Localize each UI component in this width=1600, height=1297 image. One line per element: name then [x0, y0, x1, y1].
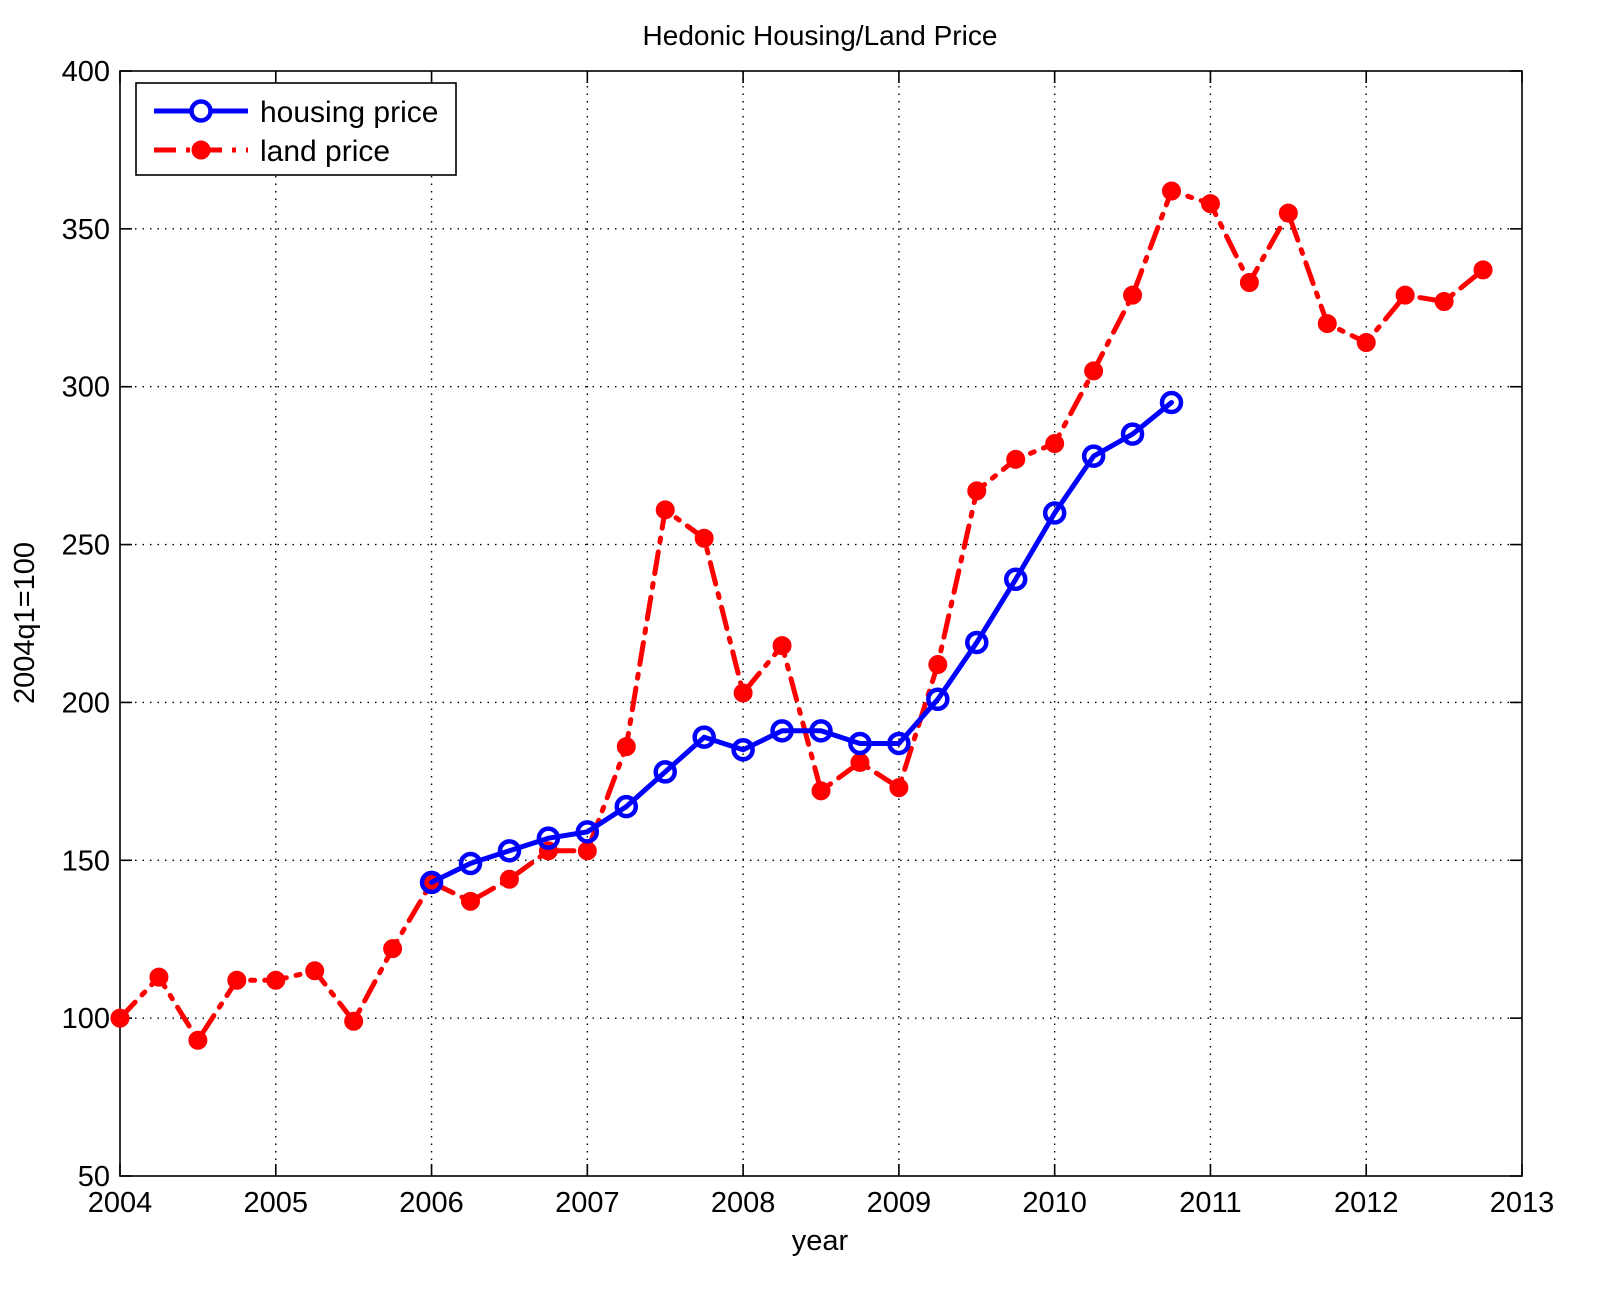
land-price-point [1473, 260, 1493, 280]
housing-price-point [575, 820, 600, 844]
y-tick-label: 400 [62, 56, 110, 88]
legend-label-land-price: land price [260, 135, 390, 168]
land-price-point [266, 970, 286, 990]
housing-price-point [1081, 444, 1106, 468]
land-price-point [110, 1008, 130, 1028]
x-tick-label: 2009 [867, 1187, 932, 1219]
housing-price-point [1042, 501, 1067, 525]
land-price-point [1434, 291, 1454, 311]
housing-price-point [1003, 567, 1028, 592]
land-price-point [928, 655, 948, 675]
housing-price-point [809, 719, 833, 743]
legend-marker-land-price [191, 140, 211, 160]
x-tick-label: 2006 [399, 1187, 464, 1219]
land-price-point [655, 500, 675, 520]
housing-price-point [458, 851, 483, 876]
housing-price-point [965, 630, 989, 655]
land-price-point [1200, 194, 1220, 214]
land-price-point [1395, 285, 1415, 305]
legend-marker-housing-price [189, 99, 213, 123]
land-price-line [117, 188, 1486, 1043]
x-tick-label: 2007 [555, 1187, 620, 1219]
x-tick-label: 2011 [1179, 1187, 1241, 1219]
housing-price-point [692, 725, 716, 749]
x-tick-label: 2004 [88, 1187, 153, 1219]
land-price-point [967, 481, 987, 501]
land-price-point [227, 970, 247, 990]
legend-box [135, 82, 457, 176]
land-price-point [577, 841, 597, 861]
y-tick-label: 250 [62, 530, 110, 562]
y-tick-label: 200 [62, 687, 110, 719]
land-price-point [188, 1030, 208, 1050]
housing-price-point [536, 826, 561, 850]
housing-price-point [926, 687, 950, 712]
land-price-point [383, 939, 403, 959]
land-price-point [850, 752, 870, 772]
x-tick-label: 2013 [1490, 1187, 1555, 1219]
land-price-point [1239, 273, 1259, 293]
housing-price-point [1159, 390, 1184, 415]
land-price-point [694, 528, 714, 548]
land-price-point [1317, 314, 1337, 334]
y-tick-label: 100 [62, 1003, 110, 1035]
land-price-point [1006, 449, 1026, 469]
housing-price-point [419, 870, 444, 895]
land-price-point [733, 683, 753, 703]
housing-price-point [848, 731, 872, 756]
legend: housing price land price [135, 82, 457, 176]
housing-price-point [1120, 422, 1145, 446]
housing-price-point [614, 794, 639, 819]
axes: 2004 2005 2006 2007 2008 2009 2010 2011 2012 2013… [62, 56, 1555, 1219]
y-axis-label: 2004q1=100 [9, 542, 41, 704]
chart-title: Hedonic Housing/Land Price [643, 20, 998, 51]
housing-price-point [770, 719, 794, 743]
housing-price-point [731, 738, 755, 762]
land-price-point [499, 869, 519, 889]
x-tick-label: 2012 [1334, 1187, 1399, 1219]
land-price-point [1162, 181, 1181, 201]
legend-label-housing-price: housing price [260, 96, 438, 129]
land-price-point [344, 1011, 364, 1031]
x-tick-label: 2008 [711, 1187, 776, 1219]
y-tick-label: 350 [62, 214, 110, 246]
land-price-point [1123, 285, 1143, 305]
series-group [110, 181, 1493, 1050]
y-tick-label: 150 [62, 845, 110, 877]
x-axis-label: year [792, 1225, 849, 1257]
land-price-point [149, 967, 169, 987]
land-price-point [1084, 361, 1104, 381]
land-price-point [1045, 434, 1065, 454]
land-price-point [461, 891, 480, 911]
x-tick-label: 2005 [244, 1187, 309, 1219]
land-price-point [305, 961, 325, 981]
land-price-point [1356, 333, 1376, 353]
plot-frame [119, 70, 1523, 1177]
land-price-point [889, 778, 909, 798]
land-price-point [811, 781, 831, 801]
y-tick-label: 300 [62, 372, 110, 404]
housing-price-point [653, 760, 677, 784]
housing-price-line [429, 400, 1174, 885]
x-tick-label: 2010 [1022, 1187, 1087, 1219]
land-price-point [616, 737, 636, 757]
housing-price-point [887, 731, 911, 756]
y-tick-label: 50 [78, 1161, 110, 1193]
housing-price-point [497, 839, 522, 863]
land-price-point [1278, 203, 1298, 223]
land-price-point [772, 636, 792, 656]
